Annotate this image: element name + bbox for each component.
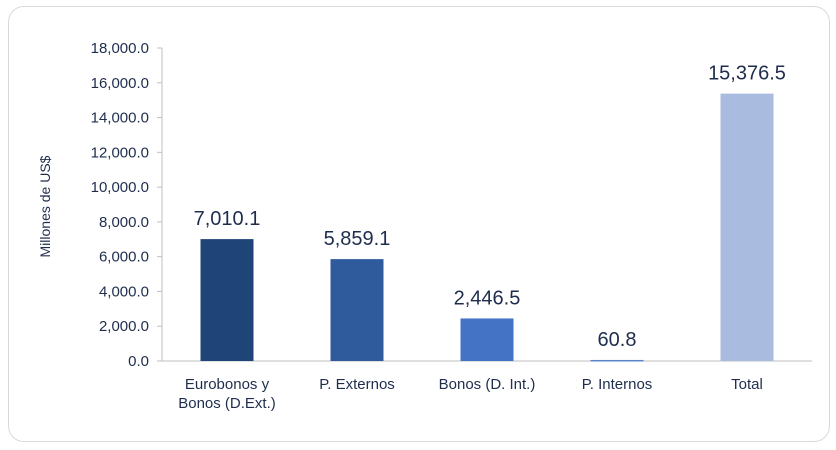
- y-tick-label: 0.0: [128, 353, 149, 370]
- category-label: Eurobonos y: [185, 376, 270, 393]
- y-tick-label: 14,000.0: [91, 110, 149, 127]
- y-tick-label: 18,000.0: [91, 40, 149, 57]
- y-tick-label: 6,000.0: [99, 249, 149, 266]
- y-tick-label: 4,000.0: [99, 283, 149, 300]
- category-label: Bonos (D. Int.): [439, 376, 536, 393]
- bar: [330, 259, 384, 361]
- bar: [720, 93, 774, 361]
- bar: [200, 239, 254, 361]
- bar: [460, 318, 514, 361]
- data-label: 60.8: [598, 329, 637, 351]
- y-tick-label: 8,000.0: [99, 214, 149, 231]
- category-label: Bonos (D.Ext.): [178, 395, 276, 412]
- chart-frame: [8, 6, 830, 442]
- y-tick-label: 16,000.0: [91, 75, 149, 92]
- y-tick-label: 10,000.0: [91, 179, 149, 196]
- bars: [200, 93, 774, 362]
- y-axis-title: Millones de US$: [37, 155, 53, 257]
- data-label: 15,376.5: [708, 63, 786, 85]
- data-label: 7,010.1: [194, 208, 261, 230]
- category-label: Total: [731, 376, 763, 393]
- bar: [590, 359, 644, 362]
- y-tick-label: 2,000.0: [99, 318, 149, 335]
- y-axis-ticks: 0.0 2,000.0 4,000.0 6,000.0 8,000.0 10,000.0 1…: [91, 40, 162, 370]
- data-labels: 7,010.1 5,859.1 2,446.5 60.8 15,376.5: [194, 63, 786, 351]
- data-label: 5,859.1: [324, 228, 391, 250]
- category-label: P. Internos: [582, 376, 653, 393]
- category-label: P. Externos: [319, 376, 395, 393]
- y-tick-label: 12,000.0: [91, 144, 149, 161]
- category-labels: Eurobonos y Bonos (D.Ext.) P. Externos Bono…: [178, 376, 763, 412]
- data-label: 2,446.5: [454, 287, 521, 309]
